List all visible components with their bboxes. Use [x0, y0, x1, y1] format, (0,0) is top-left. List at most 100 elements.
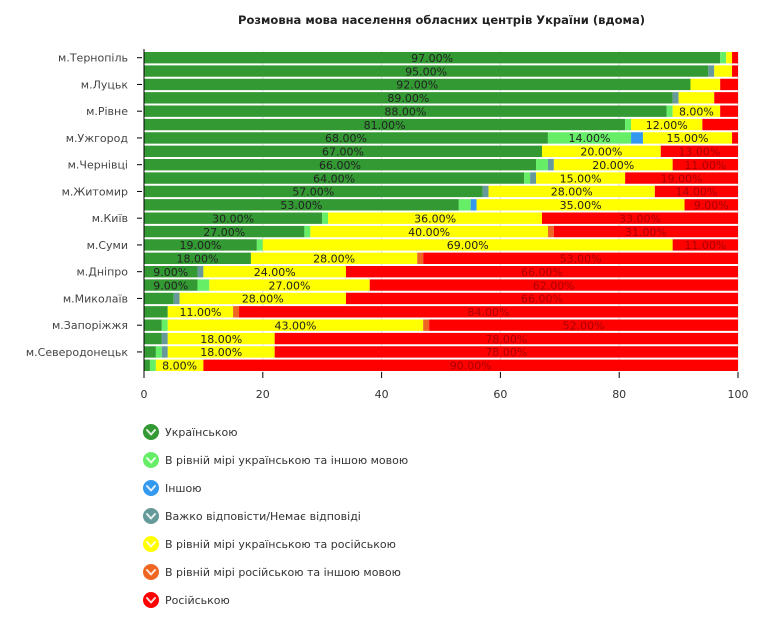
bar-segment[interactable] — [536, 172, 626, 184]
bar-segment[interactable] — [547, 159, 554, 171]
bar-segment[interactable] — [547, 225, 554, 238]
bar-segment[interactable] — [203, 359, 738, 371]
bar-segment[interactable] — [720, 105, 738, 117]
bar-segment[interactable] — [144, 132, 548, 144]
bar-segment[interactable] — [714, 65, 733, 77]
checkmark-icon[interactable] — [143, 452, 159, 468]
bar-segment[interactable] — [167, 332, 275, 345]
bar-segment[interactable] — [720, 78, 738, 91]
bar-segment[interactable] — [144, 252, 251, 264]
checkmark-icon[interactable] — [143, 480, 159, 496]
bar-segment[interactable] — [726, 52, 733, 64]
bar-segment[interactable] — [660, 145, 738, 157]
bar-segment[interactable] — [530, 172, 537, 184]
bar-segment[interactable] — [144, 212, 323, 224]
bar-segment[interactable] — [144, 92, 673, 104]
checkmark-icon[interactable] — [143, 592, 159, 608]
bar-segment[interactable] — [654, 185, 738, 198]
checkmark-icon[interactable] — [143, 536, 159, 552]
bar-segment[interactable] — [144, 118, 626, 131]
bar-segment[interactable] — [672, 159, 738, 171]
bar-segment[interactable] — [666, 105, 673, 117]
bar-segment[interactable] — [233, 306, 240, 318]
bar-segment[interactable] — [345, 292, 738, 305]
bar-segment[interactable] — [144, 279, 198, 291]
bar-segment[interactable] — [144, 52, 721, 64]
bar-segment[interactable] — [708, 65, 715, 77]
bar-segment[interactable] — [197, 279, 210, 291]
bar-segment[interactable] — [417, 252, 424, 264]
checkmark-icon[interactable] — [143, 424, 159, 440]
legend-item[interactable]: Російською — [143, 586, 408, 614]
bar-segment[interactable] — [714, 92, 738, 104]
bar-segment[interactable] — [144, 105, 667, 117]
bar-segment[interactable] — [702, 118, 738, 131]
bar-segment[interactable] — [203, 266, 346, 278]
bar-segment[interactable] — [274, 346, 738, 358]
bar-segment[interactable] — [161, 346, 168, 358]
bar-segment[interactable] — [144, 78, 691, 91]
bar-segment[interactable] — [423, 319, 430, 331]
bar-segment[interactable] — [328, 212, 542, 224]
bar-segment[interactable] — [310, 225, 548, 238]
bar-segment[interactable] — [369, 279, 738, 291]
bar-segment[interactable] — [155, 346, 162, 358]
bar-segment[interactable] — [625, 118, 632, 131]
legend-item[interactable]: В рівній мірі українською та іншою мовою — [143, 446, 408, 474]
bar-segment[interactable] — [161, 319, 168, 331]
bar-segment[interactable] — [458, 199, 471, 211]
bar-segment[interactable] — [345, 266, 738, 278]
bar-segment[interactable] — [429, 319, 738, 331]
bar-segment[interactable] — [144, 346, 156, 358]
bar-segment[interactable] — [167, 319, 424, 331]
bar-segment[interactable] — [144, 306, 168, 318]
bar-segment[interactable] — [161, 332, 168, 345]
bar-segment[interactable] — [322, 212, 329, 224]
bar-segment[interactable] — [144, 172, 525, 184]
bar-segment[interactable] — [541, 212, 738, 224]
bar-segment[interactable] — [524, 172, 531, 184]
bar-segment[interactable] — [144, 319, 162, 331]
bar-segment[interactable] — [209, 279, 370, 291]
bar-segment[interactable] — [144, 65, 709, 77]
bar-segment[interactable] — [144, 185, 483, 198]
bar-segment[interactable] — [167, 306, 234, 318]
legend-item[interactable]: Українською — [143, 418, 408, 446]
legend-item[interactable]: Іншою — [143, 474, 408, 502]
bar-segment[interactable] — [672, 239, 738, 251]
bar-segment[interactable] — [179, 292, 346, 305]
bar-segment[interactable] — [239, 306, 739, 318]
bar-segment[interactable] — [250, 252, 418, 264]
legend-item[interactable]: В рівній мірі українською та російською — [143, 530, 408, 558]
bar-segment[interactable] — [732, 132, 738, 144]
bar-segment[interactable] — [684, 199, 738, 211]
bar-segment[interactable] — [144, 266, 198, 278]
bar-segment[interactable] — [256, 239, 263, 251]
bar-segment[interactable] — [144, 292, 174, 305]
bar-segment[interactable] — [144, 145, 542, 157]
bar-segment[interactable] — [144, 225, 305, 238]
bar-segment[interactable] — [631, 132, 643, 144]
bar-segment[interactable] — [304, 225, 311, 238]
bar-segment[interactable] — [144, 332, 162, 345]
legend-item[interactable]: В рівній мірі російською та іншою мовою — [143, 558, 408, 586]
bar-segment[interactable] — [262, 239, 673, 251]
bar-segment[interactable] — [274, 332, 738, 345]
bar-segment[interactable] — [144, 199, 459, 211]
bar-segment[interactable] — [144, 359, 150, 371]
bar-segment[interactable] — [672, 105, 721, 117]
bar-segment[interactable] — [197, 266, 204, 278]
bar-segment[interactable] — [625, 172, 738, 184]
bar-segment[interactable] — [553, 159, 673, 171]
bar-segment[interactable] — [732, 65, 738, 77]
legend-item[interactable]: Важко відповісти/Немає відповіді — [143, 502, 408, 530]
checkmark-icon[interactable] — [143, 564, 159, 580]
bar-segment[interactable] — [476, 199, 685, 211]
bar-segment[interactable] — [149, 359, 156, 371]
bar-segment[interactable] — [642, 132, 733, 144]
bar-segment[interactable] — [720, 52, 727, 64]
bar-segment[interactable] — [423, 252, 738, 264]
bar-segment[interactable] — [547, 132, 632, 144]
bar-segment[interactable] — [536, 159, 548, 171]
bar-segment[interactable] — [541, 145, 661, 157]
